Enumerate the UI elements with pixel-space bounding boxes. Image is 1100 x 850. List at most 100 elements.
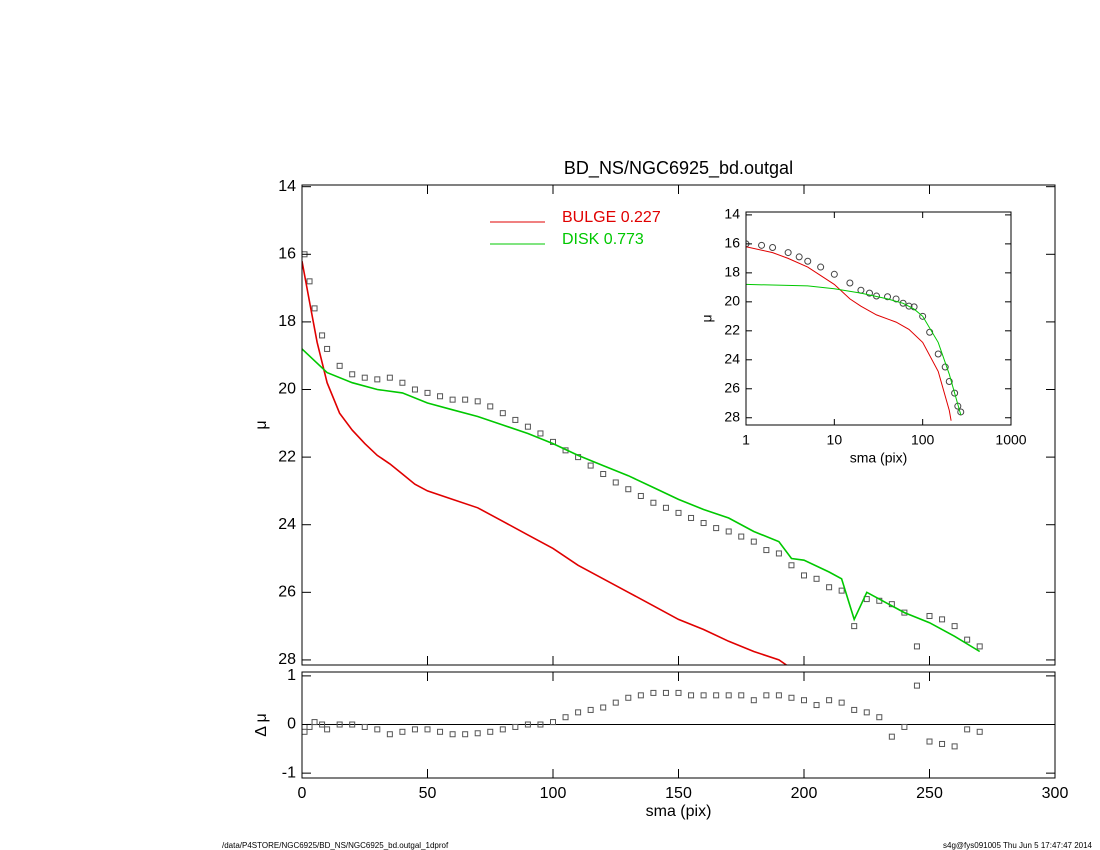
data-point — [374, 376, 381, 383]
data-point — [637, 492, 644, 499]
data-point — [499, 726, 506, 733]
data-point — [399, 379, 406, 386]
data-point — [537, 430, 544, 437]
data-point — [319, 721, 326, 728]
data-point — [449, 731, 456, 738]
y-tick-label: 24 — [278, 516, 296, 533]
data-point — [951, 389, 959, 397]
data-point — [437, 728, 444, 735]
x-axis-label: sma (pix) — [646, 803, 712, 820]
data-point — [838, 699, 845, 706]
series-line — [746, 246, 952, 421]
plot-area — [302, 682, 1055, 750]
x-tick-label: 200 — [791, 785, 818, 802]
data-point — [888, 733, 895, 740]
data-point — [319, 332, 326, 339]
data-point — [512, 723, 519, 730]
data-point — [474, 398, 481, 405]
data-point — [830, 270, 838, 278]
data-point — [675, 689, 682, 696]
data-point — [512, 416, 519, 423]
y-tick-label: 28 — [278, 651, 296, 668]
y-axis-label: μ — [253, 420, 270, 429]
data-point — [865, 289, 873, 297]
data-point — [324, 345, 331, 352]
data-point — [926, 738, 933, 745]
data-point — [424, 389, 431, 396]
data-point — [976, 728, 983, 735]
series-line — [746, 283, 962, 416]
frame — [745, 211, 1012, 426]
data-point — [575, 709, 582, 716]
data-point — [899, 299, 907, 307]
data-point — [625, 694, 632, 701]
x-tick-label: 150 — [665, 785, 692, 802]
data-point — [349, 371, 356, 378]
data-point — [474, 730, 481, 737]
data-point — [769, 244, 777, 251]
data-point — [700, 692, 707, 699]
data-point — [901, 609, 908, 616]
y-tick-label: 14 — [278, 178, 296, 195]
data-point — [688, 692, 695, 699]
data-point — [945, 378, 953, 386]
data-point — [399, 728, 406, 735]
footer-right: s4g@fys091005 Thu Jun 5 17:47:47 2014 — [943, 841, 1093, 850]
data-point — [851, 623, 858, 630]
data-point — [612, 479, 619, 486]
data-point — [650, 499, 657, 506]
x-tick-label: 100 — [911, 432, 935, 448]
footer-left: /data/P4STORE/NGC6925/BD_NS/NGC6925_bd.o… — [222, 841, 449, 850]
data-point — [788, 562, 795, 569]
data-point — [587, 706, 594, 713]
x-tick-label: 1 — [742, 432, 750, 448]
data-point — [951, 623, 958, 630]
data-point — [537, 721, 544, 728]
data-point — [361, 723, 368, 730]
data-point — [738, 533, 745, 540]
data-point — [411, 386, 418, 393]
data-point — [625, 486, 632, 493]
data-point — [784, 249, 792, 257]
series-line — [302, 348, 981, 653]
data-point — [650, 689, 657, 696]
y-tick-label: 18 — [724, 264, 740, 280]
data-point — [905, 302, 913, 310]
data-point — [462, 396, 469, 403]
data-point — [801, 697, 807, 704]
data-point — [374, 726, 381, 733]
y-tick-label: 20 — [278, 381, 296, 398]
x-tick-label: 0 — [298, 785, 307, 802]
data-point — [876, 714, 883, 721]
data-point — [662, 504, 669, 511]
data-point — [675, 509, 682, 516]
data-point — [306, 278, 313, 285]
plot-area — [302, 251, 983, 665]
data-point — [934, 350, 942, 358]
data-point — [306, 723, 313, 730]
data-point — [449, 396, 456, 403]
x-tick-label: 250 — [916, 785, 943, 802]
y-tick-label: 0 — [287, 716, 296, 733]
data-point — [487, 728, 494, 735]
data-point — [713, 692, 720, 699]
data-point — [600, 704, 607, 711]
data-point — [324, 726, 331, 733]
data-point — [846, 279, 854, 287]
data-point — [688, 514, 695, 521]
data-point — [437, 393, 444, 400]
data-point — [524, 423, 531, 430]
y-tick-label: 28 — [724, 408, 740, 424]
data-point — [939, 740, 946, 747]
data-point — [804, 257, 812, 265]
data-point — [964, 726, 971, 733]
y-tick-label: -1 — [282, 764, 296, 781]
y-tick-label: 24 — [724, 350, 740, 366]
data-point — [926, 612, 933, 619]
data-point — [939, 616, 946, 623]
y-tick-label: 22 — [278, 448, 296, 465]
data-point — [424, 726, 431, 733]
x-axis-label: sma (pix) — [850, 450, 908, 466]
data-point — [795, 253, 803, 261]
